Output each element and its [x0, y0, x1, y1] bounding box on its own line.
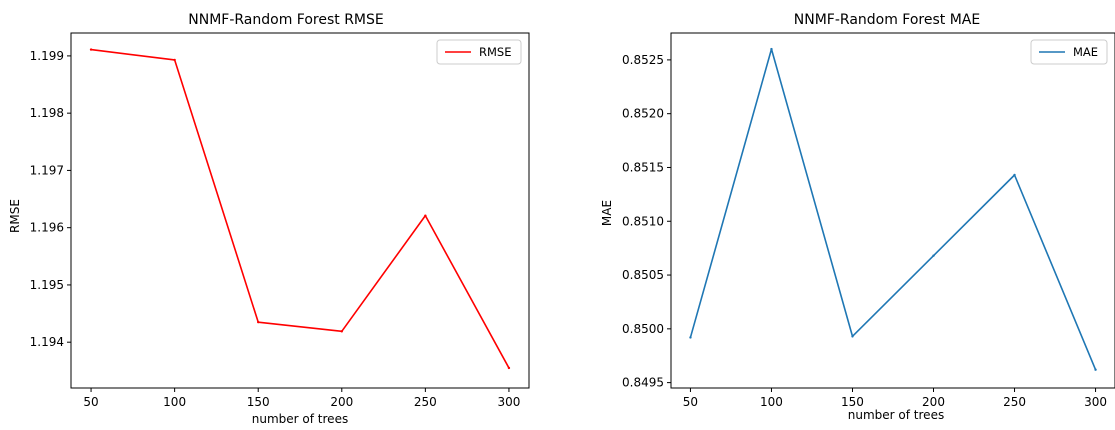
x-tick-label: 150 [841, 395, 864, 409]
x-axis-label: number of trees [848, 408, 944, 422]
data-point [424, 214, 427, 217]
x-tick-label: 50 [83, 395, 98, 409]
data-point [689, 336, 692, 339]
y-tick-label: 0.8515 [622, 160, 664, 174]
data-point [1013, 173, 1016, 177]
data-point [507, 366, 511, 370]
legend-label: RMSE [479, 45, 511, 59]
y-axis-label: MAE [600, 200, 614, 226]
x-tick-label: 150 [247, 395, 270, 409]
data-point [1094, 368, 1097, 371]
legend: RMSE [436, 39, 522, 65]
x-tick-label: 300 [1084, 395, 1107, 409]
y-tick-label: 1.196 [30, 221, 64, 235]
y-tick-label: 1.199 [30, 49, 64, 63]
data-point [851, 335, 854, 338]
x-tick-label: 50 [683, 395, 698, 409]
data-point [932, 254, 935, 257]
y-tick-label: 0.8500 [622, 322, 664, 336]
mae-chart: NNMF-Random Forest MAE number of trees M… [600, 12, 1115, 422]
x-tick-label: 250 [414, 395, 437, 409]
legend-box [436, 39, 522, 65]
plot-frame [670, 32, 1115, 389]
plot-frame [70, 32, 530, 389]
y-tick-label: 0.8525 [622, 53, 664, 67]
x-tick-label: 100 [760, 395, 783, 409]
x-tick-label: 100 [163, 395, 186, 409]
y-tick-label: 1.198 [30, 106, 64, 120]
y-tick-label: 0.8495 [622, 376, 664, 390]
y-tick-label: 0.8510 [622, 214, 664, 228]
data-point [257, 320, 260, 324]
legend: MAE [1030, 39, 1108, 65]
y-tick-label: 1.194 [30, 335, 64, 349]
x-axis-label: number of trees [252, 412, 348, 426]
chart-title: NNMF-Random Forest RMSE [188, 12, 384, 28]
data-point [173, 58, 176, 62]
y-axis-label: RMSE [8, 199, 22, 233]
data-point [770, 47, 773, 51]
series-line-mae [689, 48, 1097, 371]
y-tick-label: 1.197 [30, 163, 64, 177]
x-tick-label: 250 [1003, 395, 1026, 409]
chart-title: NNMF-Random Forest MAE [794, 12, 980, 28]
y-tick-label: 0.8520 [622, 107, 664, 121]
y-tick-label: 1.195 [30, 278, 64, 292]
rmse-chart: NNMF-Random Forest RMSE number of trees … [8, 12, 530, 426]
legend-box [1030, 39, 1108, 65]
x-tick-label: 300 [497, 395, 520, 409]
data-point [340, 330, 343, 333]
y-tick-label: 0.8505 [622, 268, 664, 282]
x-tick-label: 200 [922, 395, 945, 409]
series-line-rmse [90, 48, 510, 369]
legend-label: MAE [1073, 45, 1098, 59]
x-tick-label: 200 [330, 395, 353, 409]
data-point [89, 48, 93, 51]
